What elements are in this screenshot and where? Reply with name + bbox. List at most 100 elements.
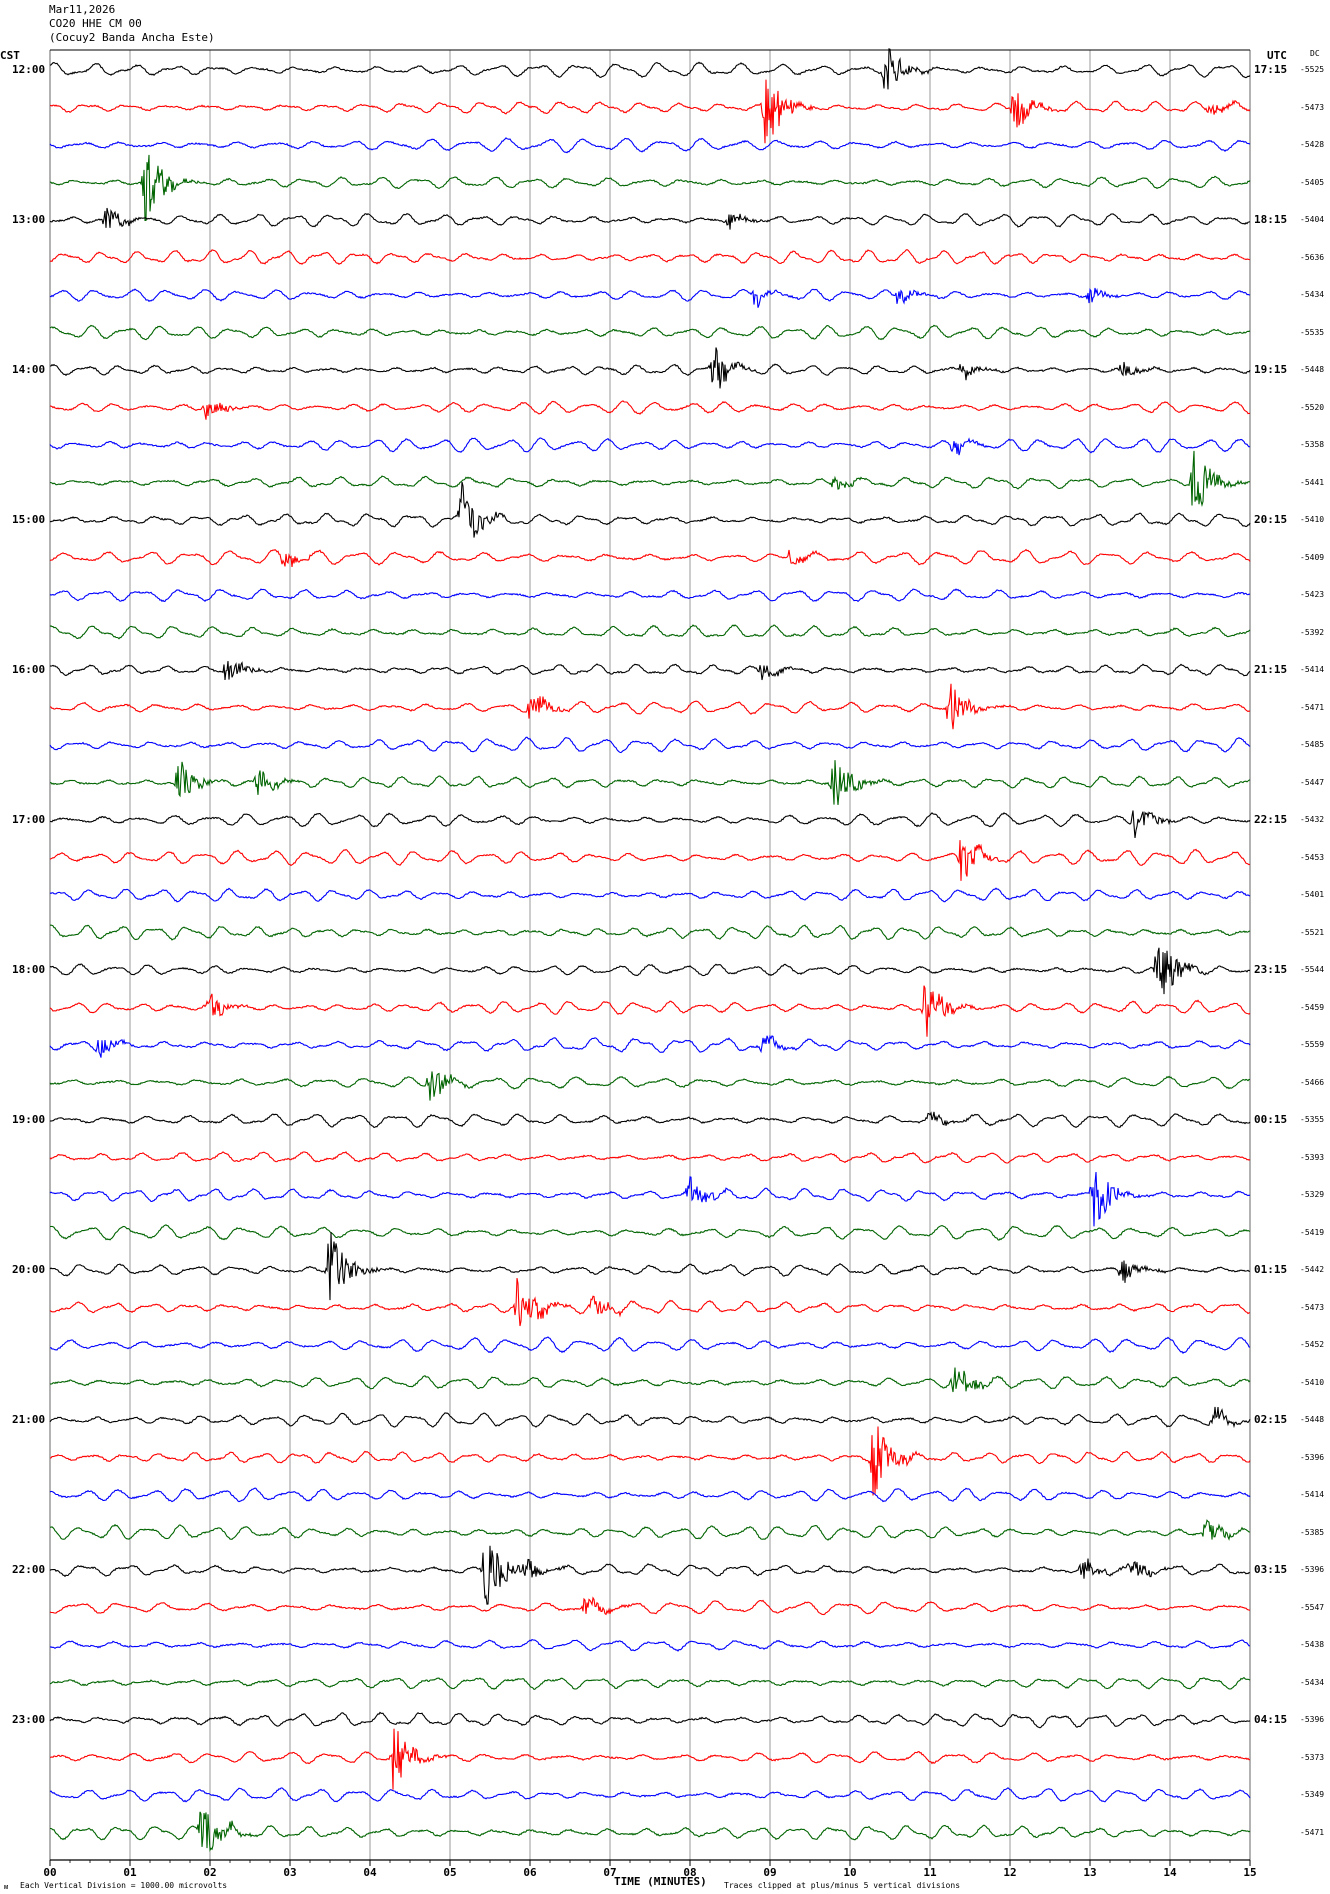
x-tick-label: 10 xyxy=(843,1866,856,1879)
seismic-trace xyxy=(49,1151,1251,1164)
x-tick-label: 12 xyxy=(1003,1866,1016,1879)
seismic-trace xyxy=(49,137,1251,154)
utc-hour-label: 20:15 xyxy=(1254,513,1288,526)
seismic-trace xyxy=(49,1787,1251,1803)
cst-hour-label: 15:00 xyxy=(12,513,46,526)
dc-offset-label: -5521 xyxy=(1300,927,1325,937)
seismic-trace xyxy=(49,985,1251,1037)
seismic-trace xyxy=(50,347,1251,389)
dc-offset-label: -5396 xyxy=(1300,1452,1325,1462)
utc-hour-label: 17:15 xyxy=(1254,63,1288,76)
cst-hour-label: 17:00 xyxy=(12,813,46,826)
seismic-trace xyxy=(49,1367,1251,1393)
seismic-trace xyxy=(49,661,1251,681)
dc-offset-label: -5393 xyxy=(1300,1152,1325,1162)
seismic-trace xyxy=(49,287,1251,308)
utc-hour-label: 01:15 xyxy=(1254,1263,1288,1276)
clipping-note: Traces clipped at plus/minus 5 vertical … xyxy=(724,1881,961,1890)
seismic-trace xyxy=(49,450,1251,507)
dc-offset-label: -5428 xyxy=(1300,140,1325,149)
x-tick-label: 02 xyxy=(203,1866,216,1879)
seismic-traces xyxy=(49,48,1251,1853)
utc-hour-label: 04:15 xyxy=(1254,1713,1288,1726)
seismic-trace xyxy=(49,1676,1251,1691)
seismic-trace xyxy=(49,1278,1250,1327)
scale-note: Each Vertical Division = 1000.00 microvo… xyxy=(20,1881,228,1890)
seismic-trace xyxy=(49,924,1251,941)
dc-offset-label: -5432 xyxy=(1300,815,1325,824)
left-timezone-label: CST xyxy=(0,49,20,62)
seismic-trace xyxy=(49,1171,1251,1227)
x-tick-label: 06 xyxy=(523,1866,537,1879)
seismic-trace xyxy=(49,248,1251,266)
dc-offset-label: -5414 xyxy=(1300,665,1325,674)
dc-offset-label: -5434 xyxy=(1300,290,1325,299)
seismic-trace xyxy=(49,947,1251,995)
seismic-trace xyxy=(49,48,1251,90)
x-tick-label: 15 xyxy=(1243,1866,1256,1879)
dc-offset-label: -5448 xyxy=(1300,1415,1325,1424)
utc-hour-label: 00:15 xyxy=(1254,1113,1288,1126)
seismic-trace xyxy=(49,1426,1251,1496)
dc-offset-label: -5520 xyxy=(1300,402,1325,412)
dc-offset-label: -5459 xyxy=(1300,1002,1325,1012)
record-date: Mar11,2026 xyxy=(49,3,116,16)
minute-gridlines xyxy=(49,49,1251,1860)
seismic-trace xyxy=(49,1034,1251,1058)
seismic-trace xyxy=(49,1487,1251,1503)
dc-offset-label: -5473 xyxy=(1300,102,1325,112)
x-tick-label: 09 xyxy=(763,1866,776,1879)
x-tick-label: 14 xyxy=(1163,1866,1177,1879)
cst-hour-label: 14:00 xyxy=(12,363,46,376)
dc-offset-label: -5410 xyxy=(1300,515,1325,524)
dc-offset-label: -5448 xyxy=(1300,365,1325,374)
seismic-trace xyxy=(49,400,1251,420)
dc-offset-label: -5405 xyxy=(1300,177,1325,187)
seismic-trace xyxy=(49,1231,1251,1301)
seismic-trace xyxy=(49,624,1251,640)
seismic-trace xyxy=(49,810,1251,838)
dc-offset-label: -5409 xyxy=(1300,552,1325,562)
x-tick-label: 13 xyxy=(1083,1866,1096,1879)
utc-hour-label: 19:15 xyxy=(1254,363,1288,376)
seismic-trace xyxy=(50,760,1251,806)
seismic-trace xyxy=(49,1545,1251,1605)
utc-hour-label: 02:15 xyxy=(1254,1413,1288,1426)
dc-offset-label: -5636 xyxy=(1300,252,1325,262)
dc-offset-label: -5392 xyxy=(1300,627,1325,637)
cst-hour-label: 23:00 xyxy=(12,1713,46,1726)
dc-offset-label: -5485 xyxy=(1300,740,1325,749)
station-location: (Cocuy2 Banda Ancha Este) xyxy=(49,31,215,44)
x-tick-label: 05 xyxy=(443,1866,456,1879)
dc-offset-label: -5544 xyxy=(1300,965,1325,974)
dc-offset-label: -5355 xyxy=(1300,1115,1325,1124)
seismic-trace xyxy=(49,1111,1251,1129)
seismic-trace xyxy=(49,1711,1251,1729)
x-tick-label: 04 xyxy=(363,1866,377,1879)
seismic-trace xyxy=(49,548,1251,568)
dc-offset-label: -5452 xyxy=(1300,1340,1325,1349)
utc-hour-label: 18:15 xyxy=(1254,213,1288,226)
seismic-trace xyxy=(49,207,1251,230)
seismic-trace xyxy=(49,588,1251,603)
dc-offset-label: -5471 xyxy=(1300,702,1325,712)
cst-hour-label: 18:00 xyxy=(12,963,46,976)
seismic-trace xyxy=(49,887,1251,903)
dc-column-header: DC xyxy=(1310,49,1320,58)
dc-offset-label: -5434 xyxy=(1300,1677,1325,1687)
seismic-trace xyxy=(49,1728,1250,1790)
dc-offset-label: -5396 xyxy=(1300,1715,1325,1724)
dc-offset-label: -5419 xyxy=(1300,1227,1325,1237)
dc-offset-label: -5466 xyxy=(1300,1077,1325,1087)
cst-hour-label: 12:00 xyxy=(12,63,46,76)
x-axis-title: TIME (MINUTES) xyxy=(614,1875,707,1888)
right-timezone-label: UTC xyxy=(1267,49,1287,62)
x-tick-label: 00 xyxy=(43,1866,56,1879)
dc-offset-label: -5471 xyxy=(1300,1827,1325,1837)
dc-offset-label: -5373 xyxy=(1300,1752,1325,1762)
seismic-trace xyxy=(49,1336,1251,1354)
cst-hour-label: 20:00 xyxy=(12,1263,46,1276)
dc-offset-label: -5559 xyxy=(1300,1040,1325,1049)
x-tick-label: 11 xyxy=(923,1866,937,1879)
